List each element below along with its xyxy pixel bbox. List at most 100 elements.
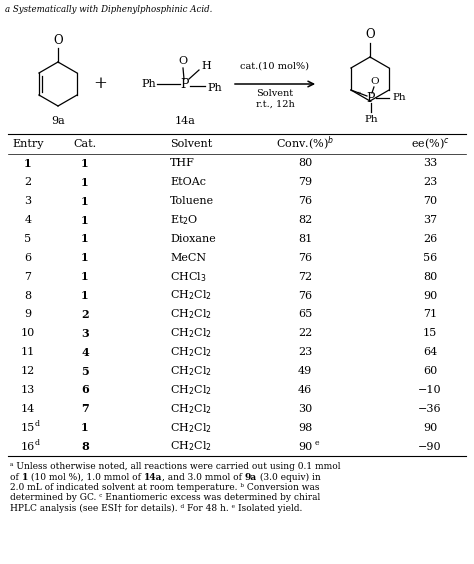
Text: 9: 9 [25,310,32,319]
Text: 64: 64 [423,347,437,357]
Text: 1: 1 [81,271,89,282]
Text: 76: 76 [298,196,312,206]
Text: Entry: Entry [12,139,44,149]
Text: Ph: Ph [392,94,406,103]
Text: 8: 8 [81,441,89,452]
Text: 65: 65 [298,310,312,319]
Text: CH$_2$Cl$_2$: CH$_2$Cl$_2$ [170,402,212,416]
Text: 2: 2 [25,177,32,187]
Text: 23: 23 [298,347,312,357]
Text: CH$_2$Cl$_2$: CH$_2$Cl$_2$ [170,345,212,359]
Text: 15: 15 [21,422,35,433]
Text: 6: 6 [81,385,89,395]
Text: 72: 72 [298,272,312,281]
Text: 7: 7 [25,272,31,281]
Text: 6: 6 [25,253,32,263]
Text: +: + [93,76,107,92]
Text: O: O [53,33,63,46]
Text: 1: 1 [81,422,89,433]
Text: d: d [35,439,40,447]
Text: CHCl$_3$: CHCl$_3$ [170,270,207,284]
Text: 79: 79 [298,177,312,187]
Text: THF: THF [170,158,195,169]
Text: a Systematically with Diphenylphosphinic Acid.: a Systematically with Diphenylphosphinic… [5,5,212,14]
Text: 8: 8 [25,290,32,301]
Text: 2: 2 [81,309,89,320]
Text: 56: 56 [423,253,437,263]
Text: e: e [315,439,319,447]
Text: Conv.(%)$^b$: Conv.(%)$^b$ [276,135,334,153]
Text: P: P [367,91,375,104]
Text: 90: 90 [423,290,437,301]
Text: 2.0 mL of indicated solvent at room temperature. ᵇ Conversion was: 2.0 mL of indicated solvent at room temp… [10,483,319,492]
Text: CH$_2$Cl$_2$: CH$_2$Cl$_2$ [170,289,212,302]
Text: 70: 70 [423,196,437,206]
Text: ,,: ,, [356,86,362,95]
Text: −36: −36 [418,404,442,414]
Text: 76: 76 [298,290,312,301]
Text: Solvent: Solvent [256,89,293,98]
Text: 9a: 9a [51,116,65,126]
Text: 60: 60 [423,366,437,376]
Text: CH$_2$Cl$_2$: CH$_2$Cl$_2$ [170,327,212,340]
Text: 12: 12 [21,366,35,376]
Text: 1: 1 [81,196,89,206]
Text: 4: 4 [81,347,89,358]
Text: −90: −90 [418,442,442,452]
Text: 15: 15 [423,328,437,338]
Text: Solvent: Solvent [170,139,212,149]
Text: 81: 81 [298,234,312,244]
Text: 22: 22 [298,328,312,338]
Text: 1: 1 [81,214,89,226]
Text: (10 mol %), 1.0 mmol of: (10 mol %), 1.0 mmol of [28,473,144,482]
Text: 14a: 14a [174,116,195,126]
Text: CH$_2$Cl$_2$: CH$_2$Cl$_2$ [170,364,212,378]
Text: 4: 4 [25,215,32,225]
Text: 11: 11 [21,347,35,357]
Text: determined by GC. ᶜ Enantiomeric excess was determined by chiral: determined by GC. ᶜ Enantiomeric excess … [10,494,320,503]
Text: EtOAc: EtOAc [170,177,206,187]
Text: 80: 80 [423,272,437,281]
Text: 3: 3 [25,196,32,206]
Text: Ph: Ph [364,116,378,125]
Text: Toluene: Toluene [170,196,214,206]
Text: of: of [10,473,22,482]
Text: CH$_2$Cl$_2$: CH$_2$Cl$_2$ [170,421,212,435]
Text: 13: 13 [21,385,35,395]
Text: Ph: Ph [208,83,222,93]
Text: 10: 10 [21,328,35,338]
Text: O: O [365,29,375,42]
Text: ee(%)$^c$: ee(%)$^c$ [410,136,449,152]
Text: 7: 7 [81,403,89,415]
Text: 3: 3 [81,328,89,339]
Text: 14: 14 [21,404,35,414]
Text: 5: 5 [81,365,89,377]
Text: O: O [371,77,379,86]
Text: 46: 46 [298,385,312,395]
Text: 98: 98 [298,422,312,433]
Text: H: H [201,61,211,71]
Text: ᵃ Unless otherwise noted, all reactions were carried out using 0.1 mmol: ᵃ Unless otherwise noted, all reactions … [10,462,340,471]
Text: , and 3.0 mmol of: , and 3.0 mmol of [162,473,245,482]
Text: Dioxane: Dioxane [170,234,216,244]
Text: 26: 26 [423,234,437,244]
Text: 82: 82 [298,215,312,225]
Text: 1: 1 [81,177,89,188]
Text: Et$_2$O: Et$_2$O [170,213,199,227]
Text: 1: 1 [24,158,32,169]
Text: 14a: 14a [144,473,162,482]
Text: 1: 1 [81,233,89,244]
Text: d: d [35,420,40,428]
Text: 49: 49 [298,366,312,376]
Text: 30: 30 [298,404,312,414]
Text: 5: 5 [25,234,32,244]
Text: CH$_2$Cl$_2$: CH$_2$Cl$_2$ [170,383,212,397]
Text: Ph: Ph [142,79,156,89]
Text: cat.(10 mol%): cat.(10 mol%) [240,62,310,71]
Text: 1: 1 [22,473,28,482]
Text: 37: 37 [423,215,437,225]
Text: 1: 1 [81,290,89,301]
Text: CH$_2$Cl$_2$: CH$_2$Cl$_2$ [170,440,212,453]
Text: MeCN: MeCN [170,253,206,263]
Text: 1: 1 [81,252,89,263]
